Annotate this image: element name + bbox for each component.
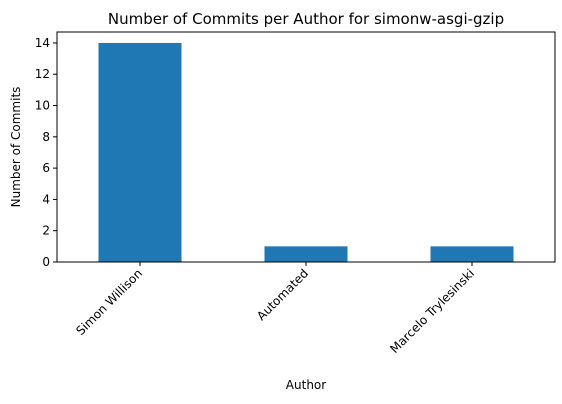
bar-3 [430, 246, 514, 262]
y-tick-label: 12 [35, 67, 50, 81]
plot-area [98, 42, 514, 263]
y-tick-label: 0 [42, 255, 50, 269]
bar-1 [98, 42, 182, 263]
y-tick-label: 8 [42, 130, 50, 144]
y-tick-label: 4 [42, 192, 50, 206]
y-tick-label: 2 [42, 224, 50, 238]
x-axis-label: Author [286, 378, 326, 392]
y-tick-label: 6 [42, 161, 50, 175]
bar-2 [264, 246, 348, 262]
y-tick-label: 14 [35, 36, 50, 50]
y-axis: 0 2 4 6 8 10 12 14 [35, 36, 57, 269]
x-tick-label: Marcelo Trylesinski [387, 266, 477, 356]
y-axis-label: Number of Commits [9, 87, 23, 208]
x-axis: Simon Willison Automated Marcelo Trylesins… [73, 262, 477, 356]
y-tick-label: 10 [35, 99, 50, 113]
x-tick-label: Simon Willison [73, 266, 145, 338]
x-tick-label: Automated [254, 266, 311, 323]
chart-title: Number of Commits per Author for simonw-… [108, 10, 504, 28]
